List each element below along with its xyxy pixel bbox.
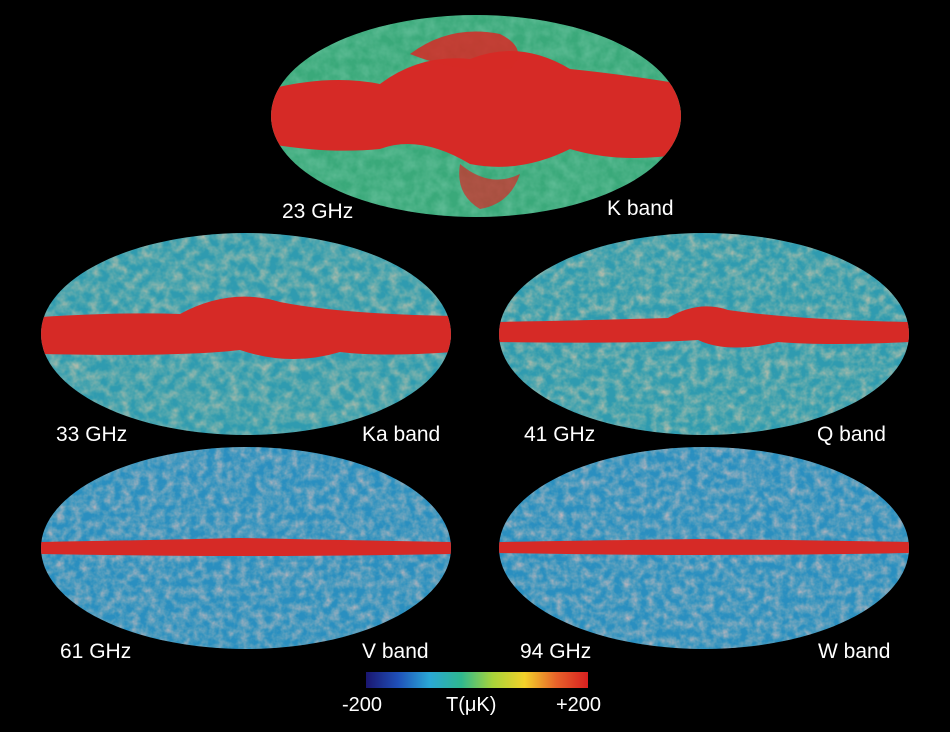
band-label-ka: Ka band [362,423,441,446]
sky-map-k-band [270,14,682,218]
freq-label-k: 23 GHz [282,200,354,223]
freq-label-ka: 33 GHz [56,423,128,446]
colorbar-max-label: +200 [556,694,602,716]
mollweide-map-w [499,447,909,649]
temperature-colorbar [366,672,588,688]
freq-label-w: 94 GHz [520,640,592,663]
band-label-q: Q band [817,423,886,446]
band-label-w: W band [818,640,891,663]
sky-map-q-band [498,232,910,436]
mollweide-map-k [271,15,681,217]
sky-map-v-band [40,446,452,650]
mollweide-map-q [499,233,909,435]
colorbar-min-label: -200 [342,694,383,716]
sky-map-w-band [498,446,910,650]
sky-map-ka-band [40,232,452,436]
freq-label-q: 41 GHz [524,423,596,446]
colorbar-unit-label: T(μK) [446,694,497,716]
band-label-v: V band [362,640,429,663]
band-label-k: K band [607,197,674,220]
mollweide-map-v [41,447,451,649]
freq-label-v: 61 GHz [60,640,132,663]
mollweide-map-ka [41,233,451,435]
